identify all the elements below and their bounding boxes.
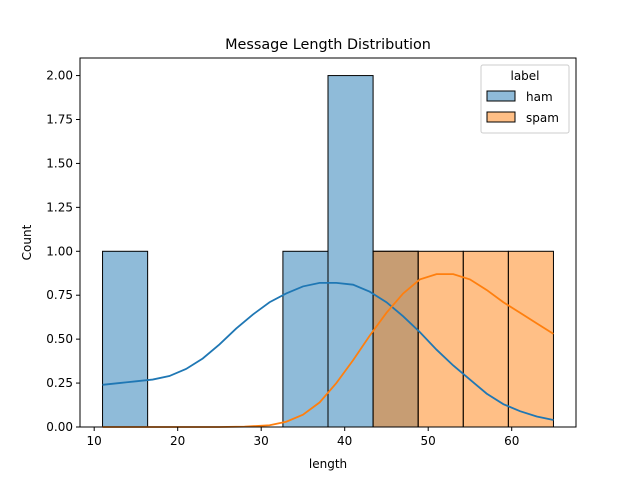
x-tick-label: 30 — [254, 434, 269, 448]
y-tick-label: 0.75 — [46, 288, 73, 302]
x-axis-label: length — [309, 457, 347, 471]
bar-spam-9 — [507, 250, 554, 428]
x-tick-label: 50 — [421, 434, 436, 448]
kde-line-ham — [102, 282, 554, 421]
y-tick-label: 1.25 — [46, 200, 73, 214]
chart-title: Message Length Distribution — [225, 37, 431, 53]
y-tick-label: 0.50 — [46, 332, 73, 346]
legend-swatch-spam — [486, 111, 516, 123]
y-tick-label: 0.25 — [46, 376, 73, 390]
y-tick-label: 0.00 — [46, 420, 73, 434]
axes-layer: 10 20 30 40 50 60 0.00 0.25 0.50 0.75 1.00 1.25 1.50… — [46, 57, 577, 448]
kde-layer — [102, 273, 554, 428]
bar-ham-5 — [327, 75, 374, 428]
bar-spam-6 — [372, 250, 419, 428]
y-axis-label: Count — [20, 224, 34, 260]
y-tick-label: 1.50 — [46, 156, 73, 170]
y-tick-label: 1.75 — [46, 113, 73, 127]
x-tick-label: 60 — [504, 434, 519, 448]
x-tick-label: 10 — [87, 434, 102, 448]
legend-title: label — [510, 69, 539, 83]
legend-label-ham: ham — [526, 90, 553, 104]
legend-label-spam: spam — [526, 111, 559, 125]
bar-ham-4 — [282, 250, 329, 428]
y-tick-label: 2.00 — [46, 69, 73, 83]
y-tick-label: 1.00 — [46, 244, 73, 258]
legend: label ham spam — [480, 64, 570, 134]
kde-line-spam — [102, 273, 554, 428]
x-tick-label: 40 — [337, 434, 352, 448]
axes-frame — [79, 57, 577, 428]
bar-ham-0 — [102, 250, 149, 428]
x-tick-label: 20 — [170, 434, 185, 448]
bar-spam-8 — [462, 250, 509, 428]
bars-layer — [102, 75, 554, 428]
legend-swatch-ham — [486, 90, 516, 102]
